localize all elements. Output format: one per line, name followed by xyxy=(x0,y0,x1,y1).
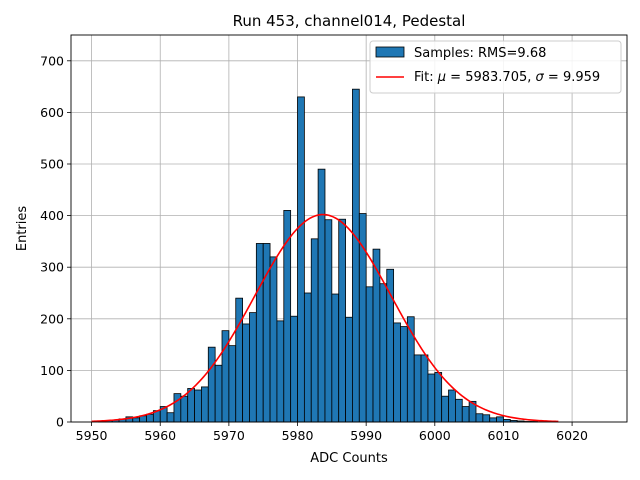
histogram-bar xyxy=(482,414,491,423)
legend-box xyxy=(369,40,622,94)
histogram-bar xyxy=(420,354,429,423)
x-tick-label: 5970 xyxy=(213,428,245,443)
histogram-bar xyxy=(194,389,202,423)
x-axis-label: ADC Counts xyxy=(310,451,388,466)
chart-title: Run 453, channel014, Pedestal xyxy=(233,12,466,30)
plot-frame xyxy=(70,34,628,423)
legend-fit-mu-value: 5983.705 xyxy=(465,70,527,85)
x-tick-label: 6020 xyxy=(556,428,588,443)
histogram-bar xyxy=(386,268,395,423)
histogram-bar xyxy=(427,373,436,423)
x-tick-label: 5960 xyxy=(144,428,176,443)
x-tick-label: 5950 xyxy=(76,428,108,443)
histogram-bar xyxy=(180,395,189,423)
histogram-bar xyxy=(249,312,257,423)
histogram-bar xyxy=(235,297,244,423)
histogram-bar xyxy=(166,412,175,423)
y-tick-label: 0 xyxy=(56,415,64,430)
histogram-bar xyxy=(269,256,278,423)
y-tick-label: 300 xyxy=(40,260,64,275)
legend-fit-sigma-eq: = xyxy=(544,70,563,85)
y-tick-label: 400 xyxy=(40,208,64,223)
histogram-bar xyxy=(365,286,374,423)
legend-histogram-label: Samples: RMS=9.68 xyxy=(414,46,546,61)
histogram-bar xyxy=(454,398,463,423)
histogram-bar xyxy=(207,346,216,423)
x-tick-label: 6010 xyxy=(488,428,520,443)
histogram-bar xyxy=(393,322,401,423)
histogram-bar xyxy=(331,293,340,423)
y-tick-label: 100 xyxy=(40,363,64,378)
histogram-bar xyxy=(496,416,504,423)
histogram-bar xyxy=(290,315,298,423)
histogram-bar xyxy=(461,406,470,423)
histogram-bar xyxy=(358,213,367,423)
legend-fit-label: Fit: μ = 5983.705, σ = 9.959 xyxy=(414,70,600,85)
histogram-bar xyxy=(146,413,154,423)
histogram-bar xyxy=(441,395,449,423)
histogram-bar xyxy=(310,238,319,423)
histogram-bar xyxy=(303,292,312,423)
legend: Samples: RMS=9.68 Fit: μ = 5983.705, σ =… xyxy=(369,40,622,94)
histogram-bar xyxy=(187,388,195,423)
histogram-bar xyxy=(255,243,264,423)
histogram-bar xyxy=(352,88,360,423)
histogram-bar xyxy=(338,218,346,423)
y-tick-label: 200 xyxy=(40,311,64,326)
histogram-bar xyxy=(317,168,326,423)
legend-fit-sep: , xyxy=(527,70,535,85)
histogram-bar xyxy=(345,316,353,423)
histogram-bars xyxy=(98,88,539,423)
histogram-bar xyxy=(413,354,422,423)
histogram-bar xyxy=(132,417,141,423)
y-tick-label: 500 xyxy=(40,157,64,172)
histogram-bar xyxy=(400,326,408,423)
legend-histogram-swatch xyxy=(375,46,405,58)
histogram-bar xyxy=(214,364,223,423)
x-axis-ticks: 5950 5960 5970 5980 5990 6000 6010 6020 xyxy=(76,422,588,443)
histogram-bar xyxy=(242,323,250,423)
y-tick-label: 600 xyxy=(40,105,64,120)
legend-fit-mu-eq: = xyxy=(446,70,465,85)
histogram-bar xyxy=(489,417,497,423)
y-axis-label: Entries xyxy=(15,206,30,252)
histogram-bar xyxy=(228,345,237,423)
x-tick-label: 6000 xyxy=(419,428,451,443)
histogram-bar xyxy=(434,372,443,423)
legend-fit-sigma-value: 9.959 xyxy=(563,70,600,85)
fit-curve xyxy=(91,213,559,423)
histogram-bar xyxy=(448,389,456,423)
histogram-bar xyxy=(201,386,209,423)
histogram-bar xyxy=(276,320,285,423)
histogram-bar xyxy=(379,283,388,423)
legend-fit-sigma-symbol: σ xyxy=(536,70,545,85)
histogram-bar xyxy=(324,219,333,423)
legend-fit-prefix: Fit: xyxy=(414,70,438,85)
y-tick-label: 700 xyxy=(40,53,64,68)
legend-fit-mu-symbol: μ xyxy=(437,70,446,85)
histogram-bar xyxy=(475,413,484,423)
x-tick-label: 5990 xyxy=(350,428,382,443)
x-tick-label: 5980 xyxy=(282,428,314,443)
histogram-bar xyxy=(297,96,305,423)
y-axis-ticks: 0 100 200 300 400 500 600 700 xyxy=(40,53,71,430)
